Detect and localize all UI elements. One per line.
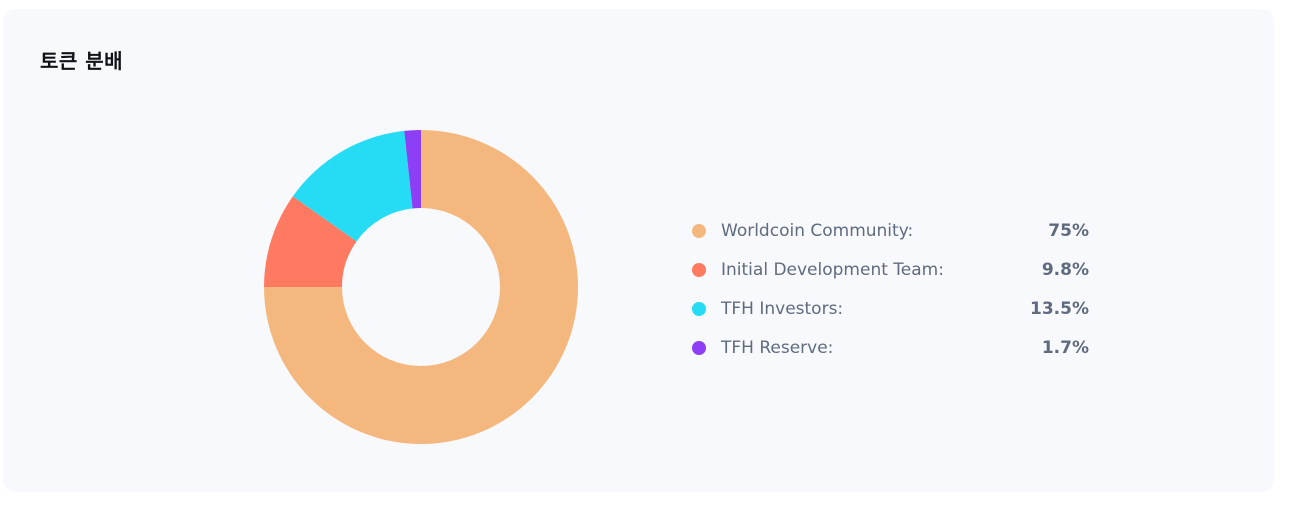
legend-item[interactable]: Initial Development Team: 9.8%	[689, 250, 1089, 289]
legend-item[interactable]: Worldcoin Community: 75%	[689, 211, 1089, 250]
donut-slice-3[interactable]	[404, 130, 421, 209]
legend-color-dot	[692, 262, 706, 277]
token-distribution-card: 토큰 분배 Worldcoin Community: 75% Initial Dev…	[3, 9, 1274, 492]
legend-value: 13.5%	[1030, 298, 1089, 319]
legend-label: TFH Reserve:	[721, 337, 834, 358]
legend-value: 1.7%	[1041, 337, 1089, 358]
legend-value: 75%	[1048, 220, 1089, 241]
legend-color-dot	[692, 301, 706, 316]
legend-label: Initial Development Team:	[721, 259, 944, 280]
legend-item[interactable]: TFH Investors: 13.5%	[689, 289, 1089, 328]
legend-value: 9.8%	[1041, 259, 1089, 280]
donut-slice-2[interactable]	[292, 130, 413, 242]
legend-label: TFH Investors:	[721, 298, 844, 319]
legend-color-dot	[692, 223, 706, 238]
legend-label: Worldcoin Community:	[721, 220, 914, 241]
legend-color-dot	[692, 340, 706, 355]
donut-chart	[264, 130, 578, 444]
card-title: 토큰 분배	[40, 49, 124, 73]
donut-slice-1[interactable]	[264, 196, 357, 287]
chart-legend: Worldcoin Community: 75% Initial Developme…	[689, 211, 1089, 367]
legend-item[interactable]: TFH Reserve: 1.7%	[689, 328, 1089, 367]
donut-slice-0[interactable]	[264, 130, 578, 444]
